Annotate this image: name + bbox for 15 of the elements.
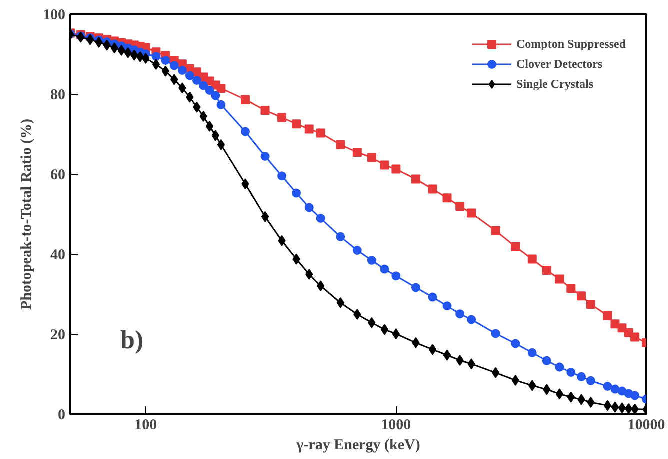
y-axis-title: Photopeak-to-Total Ratio (%)	[19, 118, 35, 310]
x-axis-title: γ-ray Energy (keV)	[296, 438, 420, 454]
y-tick-label: 0	[58, 408, 66, 424]
x-tick-label: 100	[134, 418, 158, 434]
legend-label: Clover Detectors	[516, 56, 603, 72]
x-tick-label: 10000	[628, 418, 666, 434]
y-tick-label: 80	[50, 88, 66, 104]
x-tick-label: 1000	[381, 418, 412, 434]
y-tick-label: 60	[50, 168, 66, 184]
legend-label: Compton Suppressed	[516, 36, 626, 52]
y-tick-label: 40	[50, 248, 66, 264]
legend-label: Single Crystals	[516, 76, 594, 92]
annotation: b)	[120, 326, 144, 354]
y-tick-label: 20	[50, 328, 66, 344]
y-tick-label: 100	[43, 8, 66, 24]
